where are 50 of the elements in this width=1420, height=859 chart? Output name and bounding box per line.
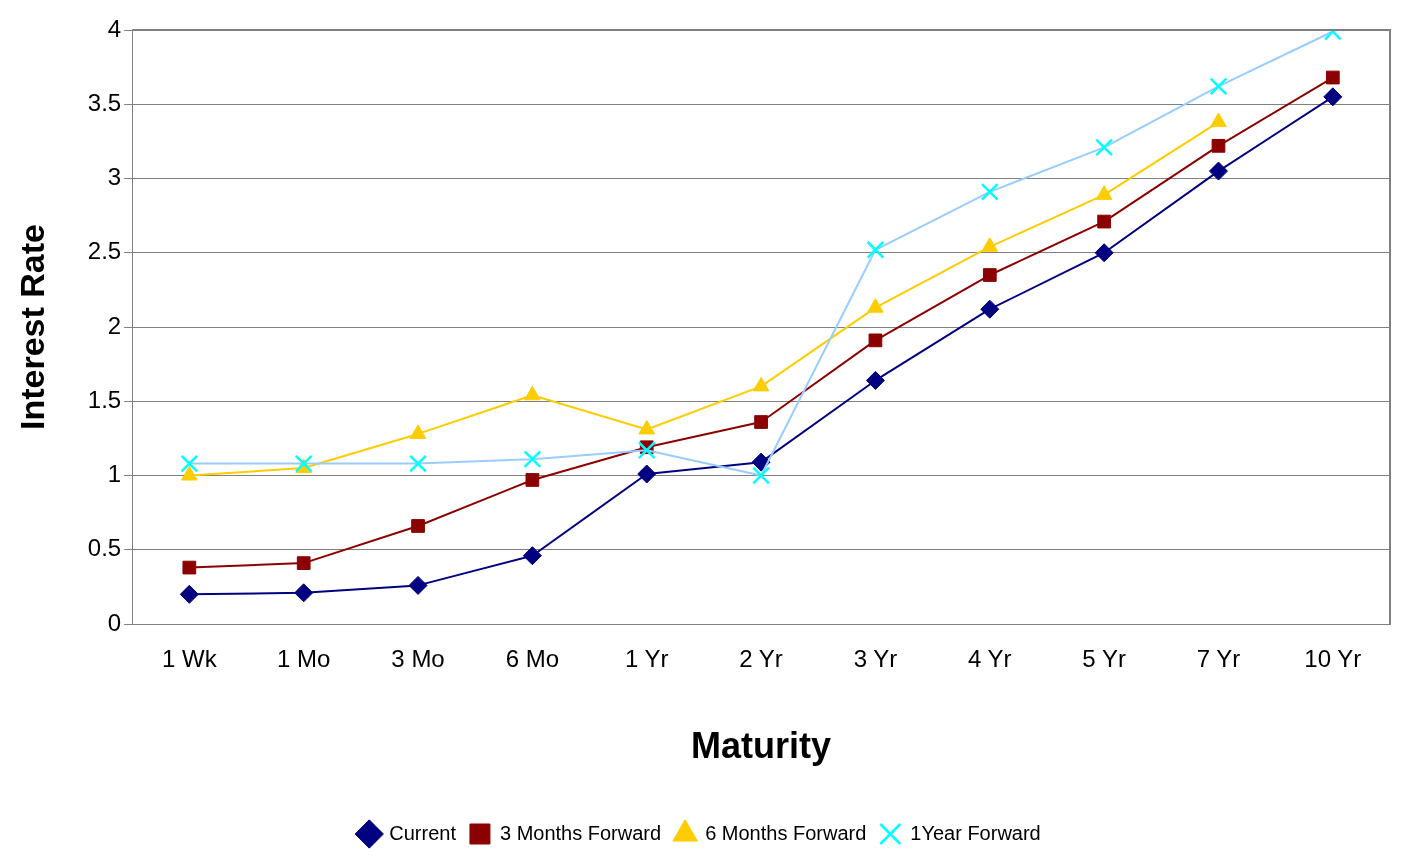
point — [754, 415, 768, 429]
point — [1208, 161, 1228, 181]
point — [868, 333, 883, 348]
x-tick-label: 6 Mo — [505, 645, 560, 673]
point — [408, 575, 428, 595]
legend-label: 1Year Forward — [910, 821, 1041, 844]
point — [1210, 112, 1227, 128]
x-tick-label: 1 Yr — [624, 645, 669, 673]
point — [867, 298, 884, 313]
x-tick-label: 3 Mo — [391, 645, 445, 673]
x-tick-label: 7 Yr — [1196, 645, 1241, 673]
x-axis-title: Maturity — [691, 725, 832, 767]
x-tick-label: 4 Yr — [967, 645, 1012, 673]
x-tick-label: 1 Wk — [162, 645, 218, 673]
x-tick-label: 3 Yr — [853, 645, 898, 673]
legend-label: 3 Months Forward — [499, 821, 662, 844]
x-tick-label: 1 Mo — [277, 645, 331, 673]
point — [525, 473, 540, 487]
point — [1211, 138, 1226, 153]
y-tick-label: 0.5 — [87, 534, 122, 562]
y-axis-title: Interest Rate — [12, 224, 51, 430]
legend-label: 6 Months Forward — [705, 821, 867, 844]
point — [296, 556, 311, 570]
point — [637, 464, 657, 484]
x-tick-label: 5 Yr — [1082, 645, 1126, 673]
y-tick-label: 2 — [107, 311, 122, 339]
point — [182, 560, 197, 575]
point — [1097, 214, 1111, 229]
y-tick-label: 1 — [107, 460, 122, 488]
point — [294, 583, 314, 603]
x-tick-label: 2 Yr — [739, 645, 783, 673]
point — [982, 268, 997, 282]
point — [865, 370, 885, 390]
legend-label: Current — [389, 821, 457, 844]
y-tick-label: 2.5 — [87, 237, 122, 265]
point — [411, 519, 425, 533]
point — [522, 546, 542, 566]
point — [179, 584, 199, 604]
point — [181, 466, 198, 481]
point — [751, 452, 771, 472]
y-tick-label: 3.5 — [87, 88, 122, 116]
point — [980, 299, 1000, 319]
y-tick-label: 3 — [107, 163, 122, 191]
y-tick-label: 1.5 — [87, 385, 122, 413]
y-tick-label: 0 — [107, 608, 122, 636]
point — [1094, 243, 1114, 263]
x-tick-label: 10 Yr — [1304, 645, 1362, 673]
y-tick-label: 4 — [107, 14, 122, 42]
point — [1325, 70, 1340, 85]
point — [1323, 87, 1343, 107]
